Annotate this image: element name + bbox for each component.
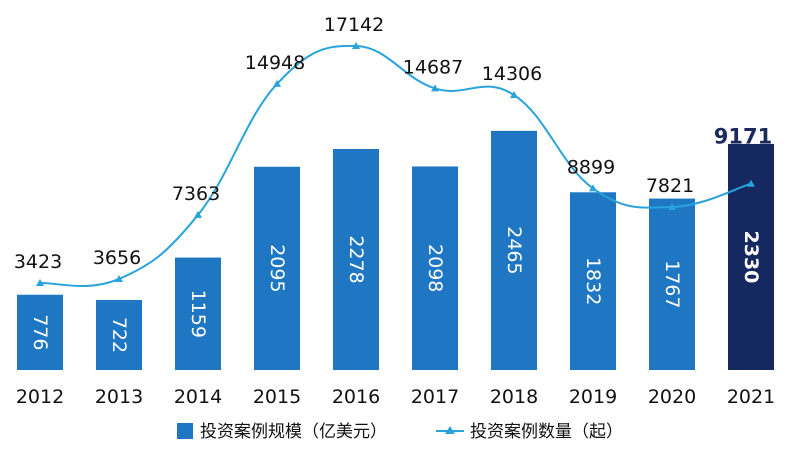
legend-bar-label: 投资案例规模（亿美元） <box>200 422 387 442</box>
bar-2019 <box>570 192 616 370</box>
count-value-label-2018: 14306 <box>482 63 542 85</box>
bar-2014 <box>175 257 221 370</box>
count-point-2019 <box>589 184 597 192</box>
bar-2020 <box>649 198 695 370</box>
bar-value-label-2012: 776 <box>29 314 51 350</box>
x-axis: 2012 2013 2014 2015 2016 2017 2018 2019 2020 2021 <box>16 386 775 408</box>
count-value-label-2014: 7363 <box>172 183 220 205</box>
bar-value-label-2019: 1832 <box>582 257 604 305</box>
bar-value-label-2013: 722 <box>108 317 130 353</box>
count-value-label-2016: 17142 <box>324 14 384 36</box>
bar-value-label-2018: 2465 <box>503 226 525 274</box>
bar-value-label-2017: 2098 <box>424 244 446 292</box>
count-value-label-2013: 3656 <box>93 247 141 269</box>
bar-series: 776 722 1159 2095 2278 2098 2465 1832 1767 2330 <box>17 130 774 370</box>
line-series: 3423 3656 7363 14948 17142 14687 14306 8899 7821… <box>14 14 772 288</box>
count-point-2020 <box>668 203 676 211</box>
count-value-label-2021: 9171 <box>714 125 772 149</box>
count-point-2017 <box>431 84 439 92</box>
x-tick-label-2015: 2015 <box>253 386 301 408</box>
bar-value-label-2021: 2330 <box>740 231 762 284</box>
x-tick-label-2016: 2016 <box>332 386 380 408</box>
count-value-label-2017: 14687 <box>403 56 463 78</box>
count-value-label-2012: 3423 <box>14 251 62 273</box>
x-tick-label-2017: 2017 <box>411 386 459 408</box>
bar-2016 <box>333 149 379 370</box>
count-point-2018 <box>510 90 518 98</box>
x-tick-label-2021: 2021 <box>727 386 775 408</box>
bar-2017 <box>412 166 458 370</box>
count-point-2014 <box>194 210 202 218</box>
bar-2015 <box>254 166 300 370</box>
x-tick-label-2014: 2014 <box>174 386 222 408</box>
count-point-2013 <box>115 274 123 282</box>
legend-line-marker <box>445 426 455 434</box>
bar-value-label-2020: 1767 <box>661 260 683 308</box>
bar-2018 <box>491 130 537 370</box>
bar-value-label-2014: 1159 <box>187 290 209 338</box>
count-point-2015 <box>273 79 281 87</box>
count-value-label-2015: 14948 <box>245 52 305 74</box>
bar-2013 <box>96 299 142 370</box>
legend-bar-swatch <box>177 423 193 439</box>
bar-2012 <box>17 294 63 370</box>
count-point-2016 <box>352 42 360 49</box>
legend-line-label: 投资案例数量（起） <box>470 422 623 442</box>
bar-value-label-2016: 2278 <box>345 235 367 283</box>
count-point-2012 <box>36 279 44 286</box>
count-value-label-2019: 8899 <box>567 156 615 178</box>
x-tick-label-2019: 2019 <box>569 386 617 408</box>
x-tick-label-2020: 2020 <box>648 386 696 408</box>
legend: 投资案例规模（亿美元） 投资案例数量（起） <box>177 422 623 442</box>
count-line-path <box>39 44 752 288</box>
bar-value-label-2015: 2095 <box>266 244 288 292</box>
count-point-2021 <box>747 179 755 187</box>
count-value-label-2020: 7821 <box>646 175 694 197</box>
x-tick-label-2013: 2013 <box>95 386 143 408</box>
x-tick-label-2018: 2018 <box>490 386 538 408</box>
x-tick-label-2012: 2012 <box>16 386 64 408</box>
